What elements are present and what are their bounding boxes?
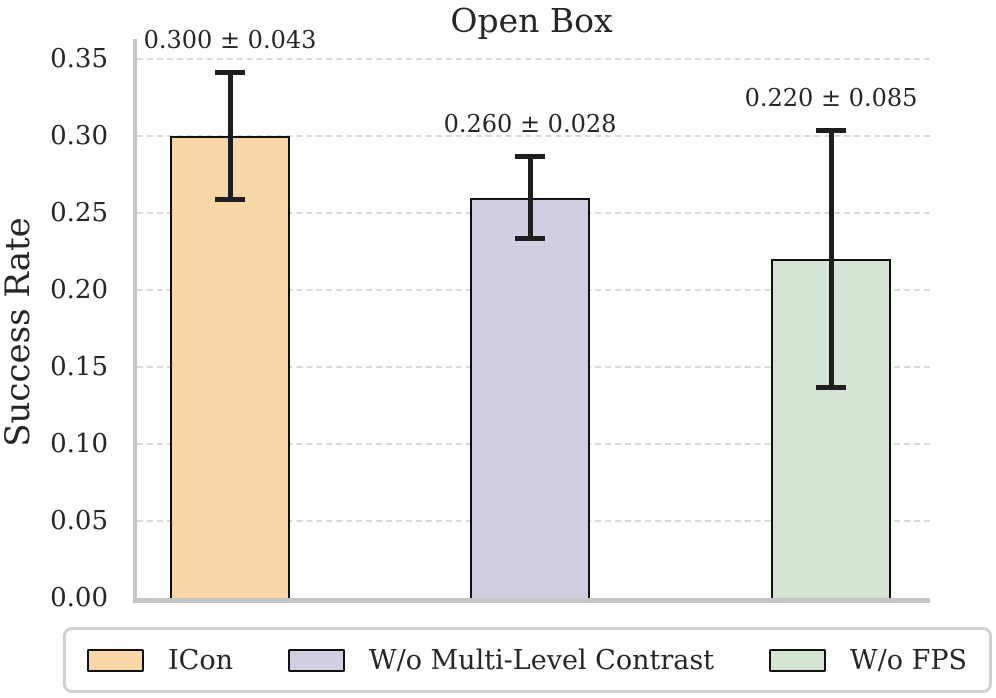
y-tick-label: 0.00 (50, 583, 108, 613)
y-tick-label: 0.10 (50, 429, 108, 459)
error-bar (828, 128, 834, 391)
error-bar (227, 69, 233, 203)
error-bar-cap (515, 235, 545, 241)
error-bar (527, 154, 533, 241)
error-bar-cap (515, 154, 545, 160)
gridline (137, 58, 930, 61)
legend: ICon W/o Multi-Level Contrast W/o FPS (63, 627, 992, 693)
legend-label: W/o FPS (849, 644, 967, 676)
bar-value-label: 0.300 ± 0.043 (143, 25, 317, 54)
y-tick-label: 0.20 (50, 275, 108, 305)
legend-item-icon: ICon (87, 645, 233, 676)
chart-title: Open Box (450, 1, 613, 40)
bar-value-label: 0.260 ± 0.028 (443, 110, 617, 139)
legend-label: W/o Multi-Level Contrast (368, 644, 715, 676)
plot-area: 0.300 ± 0.043 0.260 ± 0.028 0.220 ± 0.085 (133, 26, 930, 603)
y-tick-label: 0.35 (50, 44, 108, 75)
y-tick-label: 0.05 (50, 506, 108, 536)
legend-item-w-o-fps: W/o FPS (768, 644, 967, 676)
legend-item-w-o-multi-level-contrast: W/o Multi-Level Contrast (287, 644, 715, 676)
bar-value-label: 0.220 ± 0.085 (744, 84, 918, 113)
y-tick-label: 0.25 (50, 198, 108, 228)
error-bar-cap (215, 197, 245, 203)
error-bar-cap (816, 385, 846, 391)
legend-swatch (287, 648, 345, 672)
error-bar-cap (215, 69, 245, 75)
y-tick-label: 0.15 (50, 352, 108, 382)
legend-swatch (87, 648, 144, 672)
y-tick-label: 0.30 (50, 121, 108, 152)
y-axis-label: Success Rate (0, 217, 38, 447)
error-bar-cap (816, 128, 846, 134)
bar-icon (170, 136, 290, 598)
bar-w-o-multi-level-contrast (470, 197, 590, 598)
legend-swatch (768, 648, 826, 672)
gridline (137, 135, 930, 138)
legend-label: ICon (168, 644, 233, 676)
